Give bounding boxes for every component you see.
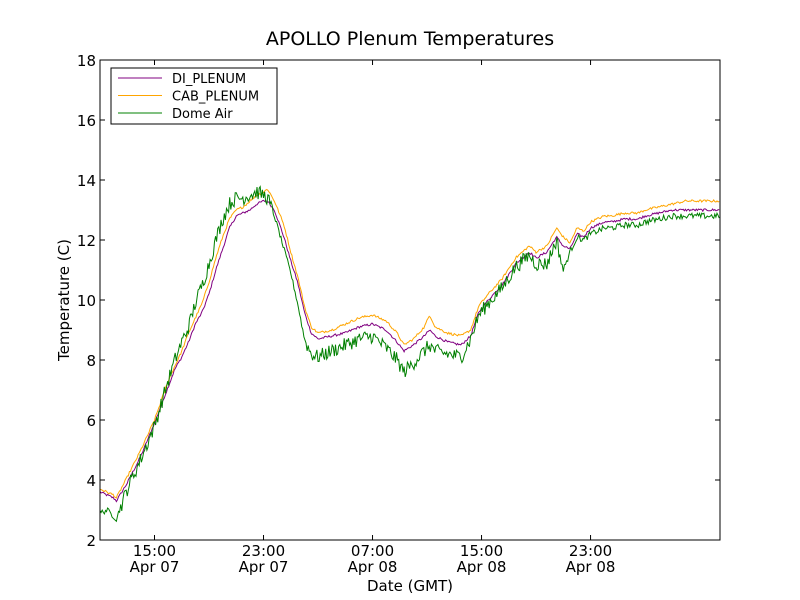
- x-tick-date-label: Apr 08: [348, 558, 398, 576]
- legend: DI_PLENUM CAB_PLENUM Dome Air: [110, 67, 278, 125]
- y-tick-label: 6: [86, 412, 96, 430]
- x-tick-date-label: Apr 08: [566, 558, 616, 576]
- series-line-dome-air: [99, 185, 720, 523]
- legend-label: CAB_PLENUM: [172, 90, 259, 105]
- y-axis: 2 4 6 8 10 12 14 16 18: [77, 52, 720, 550]
- x-tick-date-label: Apr 07: [130, 558, 180, 576]
- y-tick-label: 8: [86, 352, 96, 370]
- x-tick-time-label: 15:00: [460, 542, 503, 560]
- y-tick-label: 2: [86, 532, 96, 550]
- series-layer: [99, 185, 720, 523]
- y-axis-label: Temperature (C): [55, 239, 73, 362]
- x-tick-time-label: 07:00: [351, 542, 394, 560]
- y-tick-label: 16: [77, 112, 96, 130]
- series-line-di-plenum: [99, 199, 720, 503]
- legend-label: DI_PLENUM: [172, 72, 246, 87]
- x-tick-date-label: Apr 08: [457, 558, 507, 576]
- legend-label: Dome Air: [172, 107, 233, 122]
- series-line-cab-plenum: [99, 188, 720, 499]
- x-tick-time-label: 23:00: [242, 542, 285, 560]
- y-tick-label: 14: [77, 172, 96, 190]
- chart-title: APOLLO Plenum Temperatures: [266, 28, 554, 50]
- y-tick-label: 12: [77, 232, 96, 250]
- x-tick-time-label: 15:00: [133, 542, 176, 560]
- y-tick-label: 4: [86, 472, 96, 490]
- y-tick-label: 18: [77, 52, 96, 70]
- x-tick-date-label: Apr 07: [239, 558, 289, 576]
- y-tick-label: 10: [77, 292, 96, 310]
- x-tick-time-label: 23:00: [569, 542, 612, 560]
- x-axis-label: Date (GMT): [367, 577, 453, 595]
